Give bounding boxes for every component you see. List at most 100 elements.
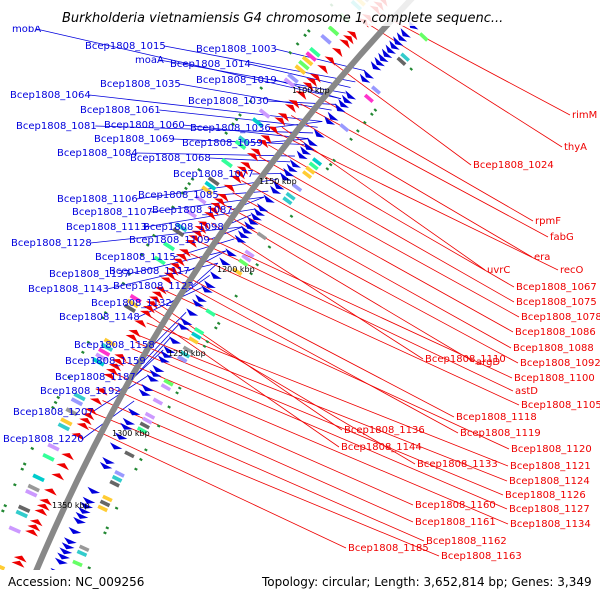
forward-gene-label[interactable]: Bcep1808_1036 xyxy=(190,123,271,134)
reverse-gene-label[interactable]: fabG xyxy=(550,232,574,243)
outer-feature-block xyxy=(194,194,207,205)
reverse-gene-label[interactable]: era xyxy=(534,252,550,263)
forward-gene-label[interactable]: Bcep1808_1106 xyxy=(57,194,138,205)
forward-gene-label[interactable]: Bcep1808_1137 xyxy=(49,269,130,280)
reverse-gene-label[interactable]: thyA xyxy=(564,142,587,153)
reverse-gene-label[interactable]: Bcep1808_1126 xyxy=(505,490,586,501)
reverse-gene-label[interactable]: Bcep1808_1136 xyxy=(344,425,425,436)
reverse-gene-label[interactable]: Bcep1808_1086 xyxy=(515,327,596,338)
gc-skew-mark xyxy=(22,462,27,466)
reverse-gene-arrow xyxy=(56,463,69,471)
reverse-gene-label[interactable]: Bcep1808_1088 xyxy=(513,343,594,354)
reverse-gene-label[interactable]: Bcep1808_1124 xyxy=(509,476,590,487)
reverse-gene-label[interactable]: Bcep1808_1067 xyxy=(516,282,597,293)
gc-skew-mark xyxy=(3,504,8,508)
forward-gene-label[interactable]: Bcep1808_1003 xyxy=(196,44,277,55)
reverse-gene-label[interactable]: Bcep1808_1133 xyxy=(417,459,498,470)
forward-gene-label[interactable]: Bcep1808_1192 xyxy=(40,386,121,397)
forward-gene-label[interactable]: Bcep1808_1059 xyxy=(182,138,263,149)
forward-gene-label[interactable]: Bcep1808_1081 xyxy=(16,121,97,132)
forward-gene-label[interactable]: Bcep1808_1069 xyxy=(94,134,175,145)
reverse-gene-arrow xyxy=(25,529,38,537)
forward-gene-label[interactable]: Bcep1808_1109 xyxy=(129,235,210,246)
reverse-gene-label[interactable]: Bcep1808_1100 xyxy=(514,373,595,384)
gc-skew-mark xyxy=(363,120,367,125)
forward-gene-arrow xyxy=(61,542,75,550)
forward-gene-label[interactable]: Bcep1808_1035 xyxy=(100,79,181,90)
reverse-gene-label[interactable]: argD xyxy=(476,357,500,368)
forward-gene-label[interactable]: Bcep1808_1060 xyxy=(104,120,185,131)
reverse-gene-arrow xyxy=(34,509,48,516)
outer-feature-block xyxy=(60,417,73,427)
forward-gene-label[interactable]: Bcep1808_1123 xyxy=(113,281,194,292)
reverse-gene-label[interactable]: Bcep1808_1092 xyxy=(520,358,600,369)
reverse-gene-label[interactable]: Bcep1808_1078 xyxy=(521,312,600,323)
reverse-gene-label[interactable]: Bcep1808_1134 xyxy=(510,519,591,530)
outer-feature-block xyxy=(185,208,197,219)
forward-gene-arrow xyxy=(289,159,301,168)
outer-feature-block xyxy=(160,383,172,392)
reverse-gene-label[interactable]: recO xyxy=(560,265,584,276)
forward-gene-label[interactable]: Bcep1808_1098 xyxy=(143,222,224,233)
reverse-gene-arrow xyxy=(260,135,272,144)
reverse-gene-label[interactable]: rpmF xyxy=(535,216,561,227)
reverse-gene-label[interactable]: Bcep1808_1127 xyxy=(509,504,590,515)
reverse-gene-label[interactable]: rimM xyxy=(572,110,597,121)
reverse-gene-label[interactable]: Bcep1808_1110 xyxy=(425,354,506,365)
reverse-gene-label[interactable]: Bcep1808_1105 xyxy=(521,400,600,411)
reverse-gene-arrow xyxy=(128,329,141,338)
reverse-gene-label[interactable]: astD xyxy=(515,386,538,397)
forward-gene-label[interactable]: Bcep1808_1148 xyxy=(59,312,140,323)
forward-gene-label[interactable]: Bcep1808_1064 xyxy=(10,90,91,101)
forward-gene-label[interactable]: Bcep1808_1030 xyxy=(188,96,269,107)
forward-gene-label[interactable]: moaA xyxy=(135,55,164,66)
reverse-gene-label[interactable]: Bcep1808_1118 xyxy=(456,412,537,423)
forward-gene-label[interactable]: Bcep1808_1158 xyxy=(74,340,155,351)
forward-gene-label[interactable]: Bcep1808_1128 xyxy=(11,238,92,249)
reverse-connector-line xyxy=(146,322,509,467)
forward-gene-label[interactable]: Bcep1808_1107 xyxy=(72,207,153,218)
forward-gene-label[interactable]: Bcep1808_1187 xyxy=(55,372,136,383)
reverse-gene-label[interactable]: Bcep1808_1144 xyxy=(341,442,422,453)
forward-gene-label[interactable]: Bcep1808_1087 xyxy=(152,205,233,216)
reverse-gene-label[interactable]: Bcep1808_1162 xyxy=(426,536,507,547)
reverse-gene-label[interactable]: Bcep1808_1121 xyxy=(510,461,591,472)
forward-gene-label[interactable]: mobA xyxy=(12,24,41,35)
reverse-gene-label[interactable]: Bcep1808_1185 xyxy=(348,543,429,554)
forward-gene-label[interactable]: Bcep1808_1207 xyxy=(13,407,94,418)
forward-gene-label[interactable]: Bcep1808_1115 xyxy=(95,252,176,263)
outer-feature-block xyxy=(172,227,185,238)
reverse-gene-label[interactable]: Bcep1808_1119 xyxy=(460,428,541,439)
gc-skew-mark xyxy=(87,566,91,570)
forward-gene-arrow xyxy=(257,203,269,212)
forward-gene-label[interactable]: Bcep1808_1068 xyxy=(130,153,211,164)
forward-gene-label[interactable]: Bcep1808_1085 xyxy=(138,190,219,201)
forward-gene-label[interactable]: Bcep1808_1061 xyxy=(80,105,161,116)
outer-feature-block xyxy=(78,544,90,552)
forward-gene-label[interactable]: Bcep1808_1159 xyxy=(65,356,146,367)
forward-gene-label[interactable]: Bcep1808_1132 xyxy=(91,298,172,309)
outer-feature-block xyxy=(65,407,78,417)
reverse-gene-arrow xyxy=(302,82,314,92)
reverse-gene-label[interactable]: Bcep1808_1160 xyxy=(415,500,496,511)
reverse-gene-label[interactable]: Bcep1808_1075 xyxy=(516,297,597,308)
reverse-gene-arrow xyxy=(246,153,259,162)
forward-gene-label[interactable]: Bcep1808_1077 xyxy=(173,169,254,180)
forward-gene-label[interactable]: Bcep1808_1019 xyxy=(196,75,277,86)
forward-gene-label[interactable]: Bcep1808_1014 xyxy=(170,59,251,70)
forward-gene-label[interactable]: Bcep1808_1084 xyxy=(57,148,138,159)
gc-skew-mark xyxy=(30,446,35,451)
forward-gene-label[interactable]: Bcep1808_1015 xyxy=(85,41,166,52)
chromosome-backbone xyxy=(20,0,415,600)
forward-gene-label[interactable]: Bcep1808_1113 xyxy=(66,222,147,233)
reverse-gene-label[interactable]: Bcep1808_1161 xyxy=(415,517,496,528)
reverse-gene-label[interactable]: Bcep1808_1024 xyxy=(473,160,554,171)
forward-gene-label[interactable]: Bcep1808_1143 xyxy=(28,284,109,295)
forward-gene-label[interactable]: Bcep1808_1117 xyxy=(109,266,190,277)
forward-gene-label[interactable]: Bcep1808_1220 xyxy=(3,434,84,445)
reverse-gene-label[interactable]: Bcep1808_1163 xyxy=(441,551,522,562)
outer-feature-block xyxy=(92,357,105,367)
gc-skew-mark xyxy=(103,531,107,535)
reverse-gene-label[interactable]: uvrC xyxy=(487,265,510,276)
reverse-gene-label[interactable]: Bcep1808_1120 xyxy=(511,444,592,455)
